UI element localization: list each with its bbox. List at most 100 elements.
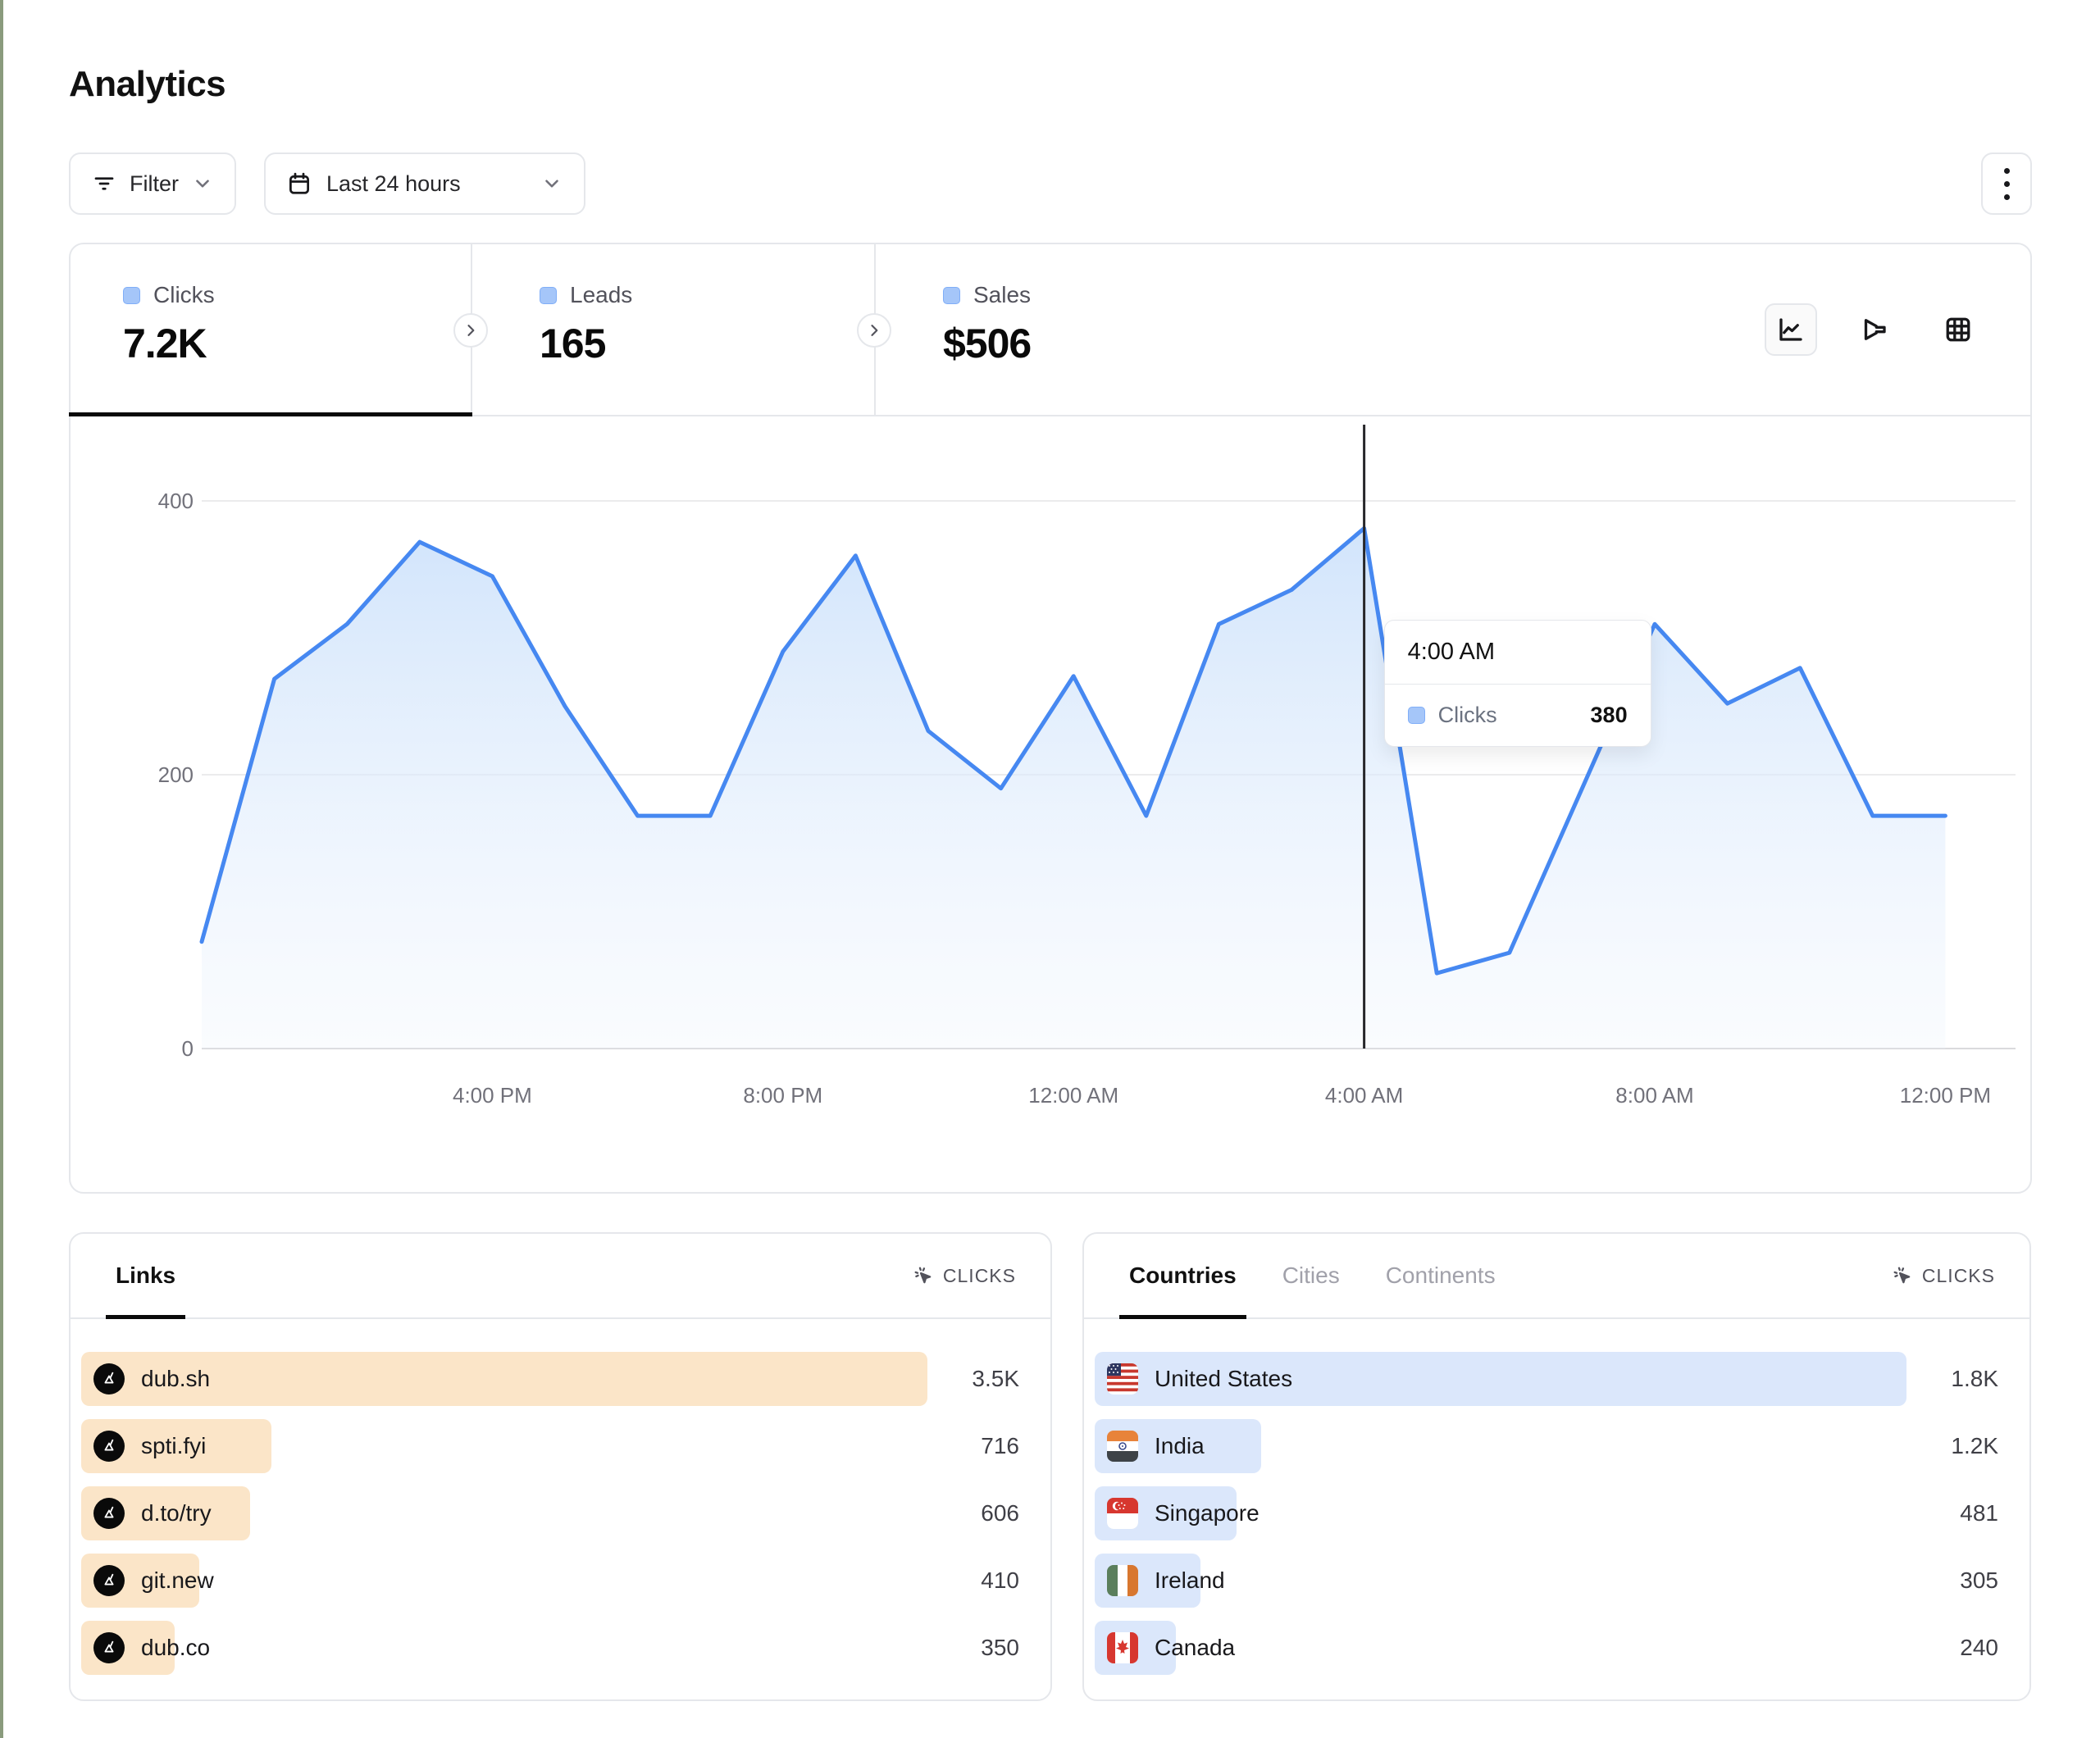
flag-sg-icon — [1107, 1498, 1138, 1529]
row-value: 3.5K — [972, 1366, 1019, 1391]
country-row[interactable]: Singapore 481 — [1095, 1486, 2029, 1540]
sales-tab-value: $506 — [943, 321, 1032, 366]
links-metric-selector[interactable]: CLICKS — [912, 1264, 1016, 1287]
funnel-icon — [1860, 315, 1889, 344]
tooltip-series-label: Clicks — [1437, 703, 1497, 727]
filter-button[interactable]: Filter — [69, 152, 236, 215]
dub-favicon — [93, 1431, 125, 1462]
area-chart-canvas: 0 200 400 4:00 PM 8:00 PM 12:00 AM 4:00 AM 8:00… — [158, 425, 2016, 1108]
svg-text:12:00 PM: 12:00 PM — [1900, 1083, 1991, 1108]
leads-tab-label: Leads — [570, 282, 633, 307]
country-row[interactable]: Canada 240 — [1095, 1621, 2029, 1675]
tab-leads[interactable]: Leads 165 — [471, 244, 874, 415]
tab-continents[interactable]: Continents — [1386, 1234, 1496, 1317]
country-row[interactable]: United States 1.8K — [1095, 1352, 2029, 1406]
more-options-button[interactable] — [1981, 152, 2032, 215]
leads-legend-swatch — [540, 286, 557, 304]
svg-text:8:00 PM: 8:00 PM — [743, 1083, 822, 1108]
table-view-button[interactable] — [1932, 303, 1984, 356]
row-value: 410 — [981, 1567, 1019, 1593]
tab-cities[interactable]: Cities — [1282, 1234, 1340, 1317]
row-value: 305 — [1960, 1567, 1998, 1593]
flag-us-icon — [1107, 1363, 1138, 1394]
table-grid-icon — [1943, 315, 1973, 344]
countries-card: Countries Cities Continents CLICKS Unite… — [1082, 1232, 2031, 1701]
row-value: 350 — [981, 1635, 1019, 1660]
link-row[interactable]: d.to/try 606 — [81, 1486, 1050, 1540]
tooltip-legend-swatch — [1407, 707, 1425, 724]
chevron-down-icon — [541, 173, 563, 194]
country-row[interactable]: Ireland 305 — [1095, 1554, 2029, 1608]
filter-icon — [92, 171, 116, 196]
date-range-button[interactable]: Last 24 hours — [264, 152, 585, 215]
flag-ie-icon — [1107, 1565, 1138, 1596]
dub-favicon — [93, 1565, 125, 1596]
continents-tab-label: Continents — [1385, 1263, 1496, 1288]
links-card: Links CLICKS dub.sh 3.5K spti.fyi 716 d.to/t… — [69, 1232, 1052, 1701]
clicks-tab-label: Clicks — [153, 282, 215, 307]
tab-clicks[interactable]: Clicks 7.2K — [69, 244, 472, 416]
row-value: 481 — [1960, 1500, 1998, 1526]
link-row[interactable]: dub.co 350 — [81, 1621, 1050, 1675]
row-label: spti.fyi — [141, 1433, 207, 1458]
kebab-menu-icon — [2003, 167, 2010, 174]
cursor-click-icon — [912, 1264, 935, 1287]
analytics-card: Clicks 7.2K Leads 165 Sales $506 — [69, 243, 2032, 1194]
cities-tab-label: Cities — [1282, 1263, 1340, 1288]
date-range-label: Last 24 hours — [326, 171, 461, 196]
clicks-legend-swatch — [123, 286, 140, 304]
row-label: India — [1155, 1433, 1205, 1458]
link-row[interactable]: git.new 410 — [81, 1554, 1050, 1608]
page-title: Analytics — [69, 64, 226, 104]
chevron-right-icon — [462, 322, 479, 339]
countries-tab-label: Countries — [1129, 1263, 1237, 1288]
expand-clicks-step-button[interactable] — [453, 313, 488, 348]
country-row[interactable]: India 1.2K — [1095, 1419, 2029, 1473]
tab-sales[interactable]: Sales $506 — [874, 244, 2030, 415]
row-value: 1.2K — [1951, 1433, 1998, 1458]
tab-links[interactable]: Links — [105, 1234, 186, 1319]
row-value: 1.8K — [1951, 1366, 1998, 1391]
link-row[interactable]: dub.sh 3.5K — [81, 1352, 1050, 1406]
countries-metric-selector[interactable]: CLICKS — [1891, 1264, 1995, 1287]
links-tab-label: Links — [116, 1263, 176, 1288]
countries-metric-label: CLICKS — [1921, 1264, 1995, 1286]
expand-leads-step-button[interactable] — [857, 313, 891, 348]
clicks-tab-value: 7.2K — [123, 321, 207, 366]
row-bar — [1095, 1352, 1906, 1406]
tooltip-value: 380 — [1590, 703, 1628, 727]
window-edge-strip — [0, 0, 3, 1738]
line-chart-view-button[interactable] — [1765, 303, 1817, 356]
chevron-right-icon — [866, 322, 882, 339]
link-row[interactable]: spti.fyi 716 — [81, 1419, 1050, 1473]
svg-text:8:00 AM: 8:00 AM — [1615, 1083, 1693, 1108]
svg-text:0: 0 — [182, 1036, 194, 1061]
leads-tab-value: 165 — [540, 321, 606, 366]
row-bar — [81, 1352, 927, 1406]
active-tab-underline — [69, 412, 472, 416]
flag-ca-icon — [1107, 1632, 1138, 1663]
filter-button-label: Filter — [130, 171, 179, 196]
row-value: 716 — [981, 1433, 1019, 1458]
tooltip-time: 4:00 AM — [1384, 621, 1651, 685]
clicks-time-series-chart[interactable]: 0 200 400 4:00 PM 8:00 PM 12:00 AM 4:00 AM 8:00… — [71, 416, 2030, 1190]
cursor-click-icon — [1891, 1264, 1914, 1287]
calendar-icon — [287, 171, 312, 196]
row-label: United States — [1155, 1366, 1293, 1391]
links-metric-label: CLICKS — [942, 1264, 1016, 1286]
row-label: dub.co — [141, 1635, 211, 1660]
row-label: dub.sh — [141, 1366, 211, 1391]
chart-tooltip: 4:00 AM Clicks 380 — [1383, 620, 1651, 747]
row-label: Ireland — [1155, 1567, 1225, 1593]
dub-favicon — [93, 1498, 125, 1529]
chart-type-switcher — [1765, 303, 1984, 356]
tab-countries[interactable]: Countries — [1119, 1234, 1246, 1319]
line-chart-icon — [1776, 315, 1806, 344]
stats-tab-row: Clicks 7.2K Leads 165 Sales $506 — [69, 244, 2030, 416]
svg-text:400: 400 — [158, 489, 194, 513]
row-label: git.new — [141, 1567, 214, 1593]
row-value: 606 — [981, 1500, 1019, 1526]
svg-text:200: 200 — [158, 762, 194, 787]
svg-text:12:00 AM: 12:00 AM — [1028, 1083, 1118, 1108]
funnel-view-button[interactable] — [1848, 303, 1901, 356]
